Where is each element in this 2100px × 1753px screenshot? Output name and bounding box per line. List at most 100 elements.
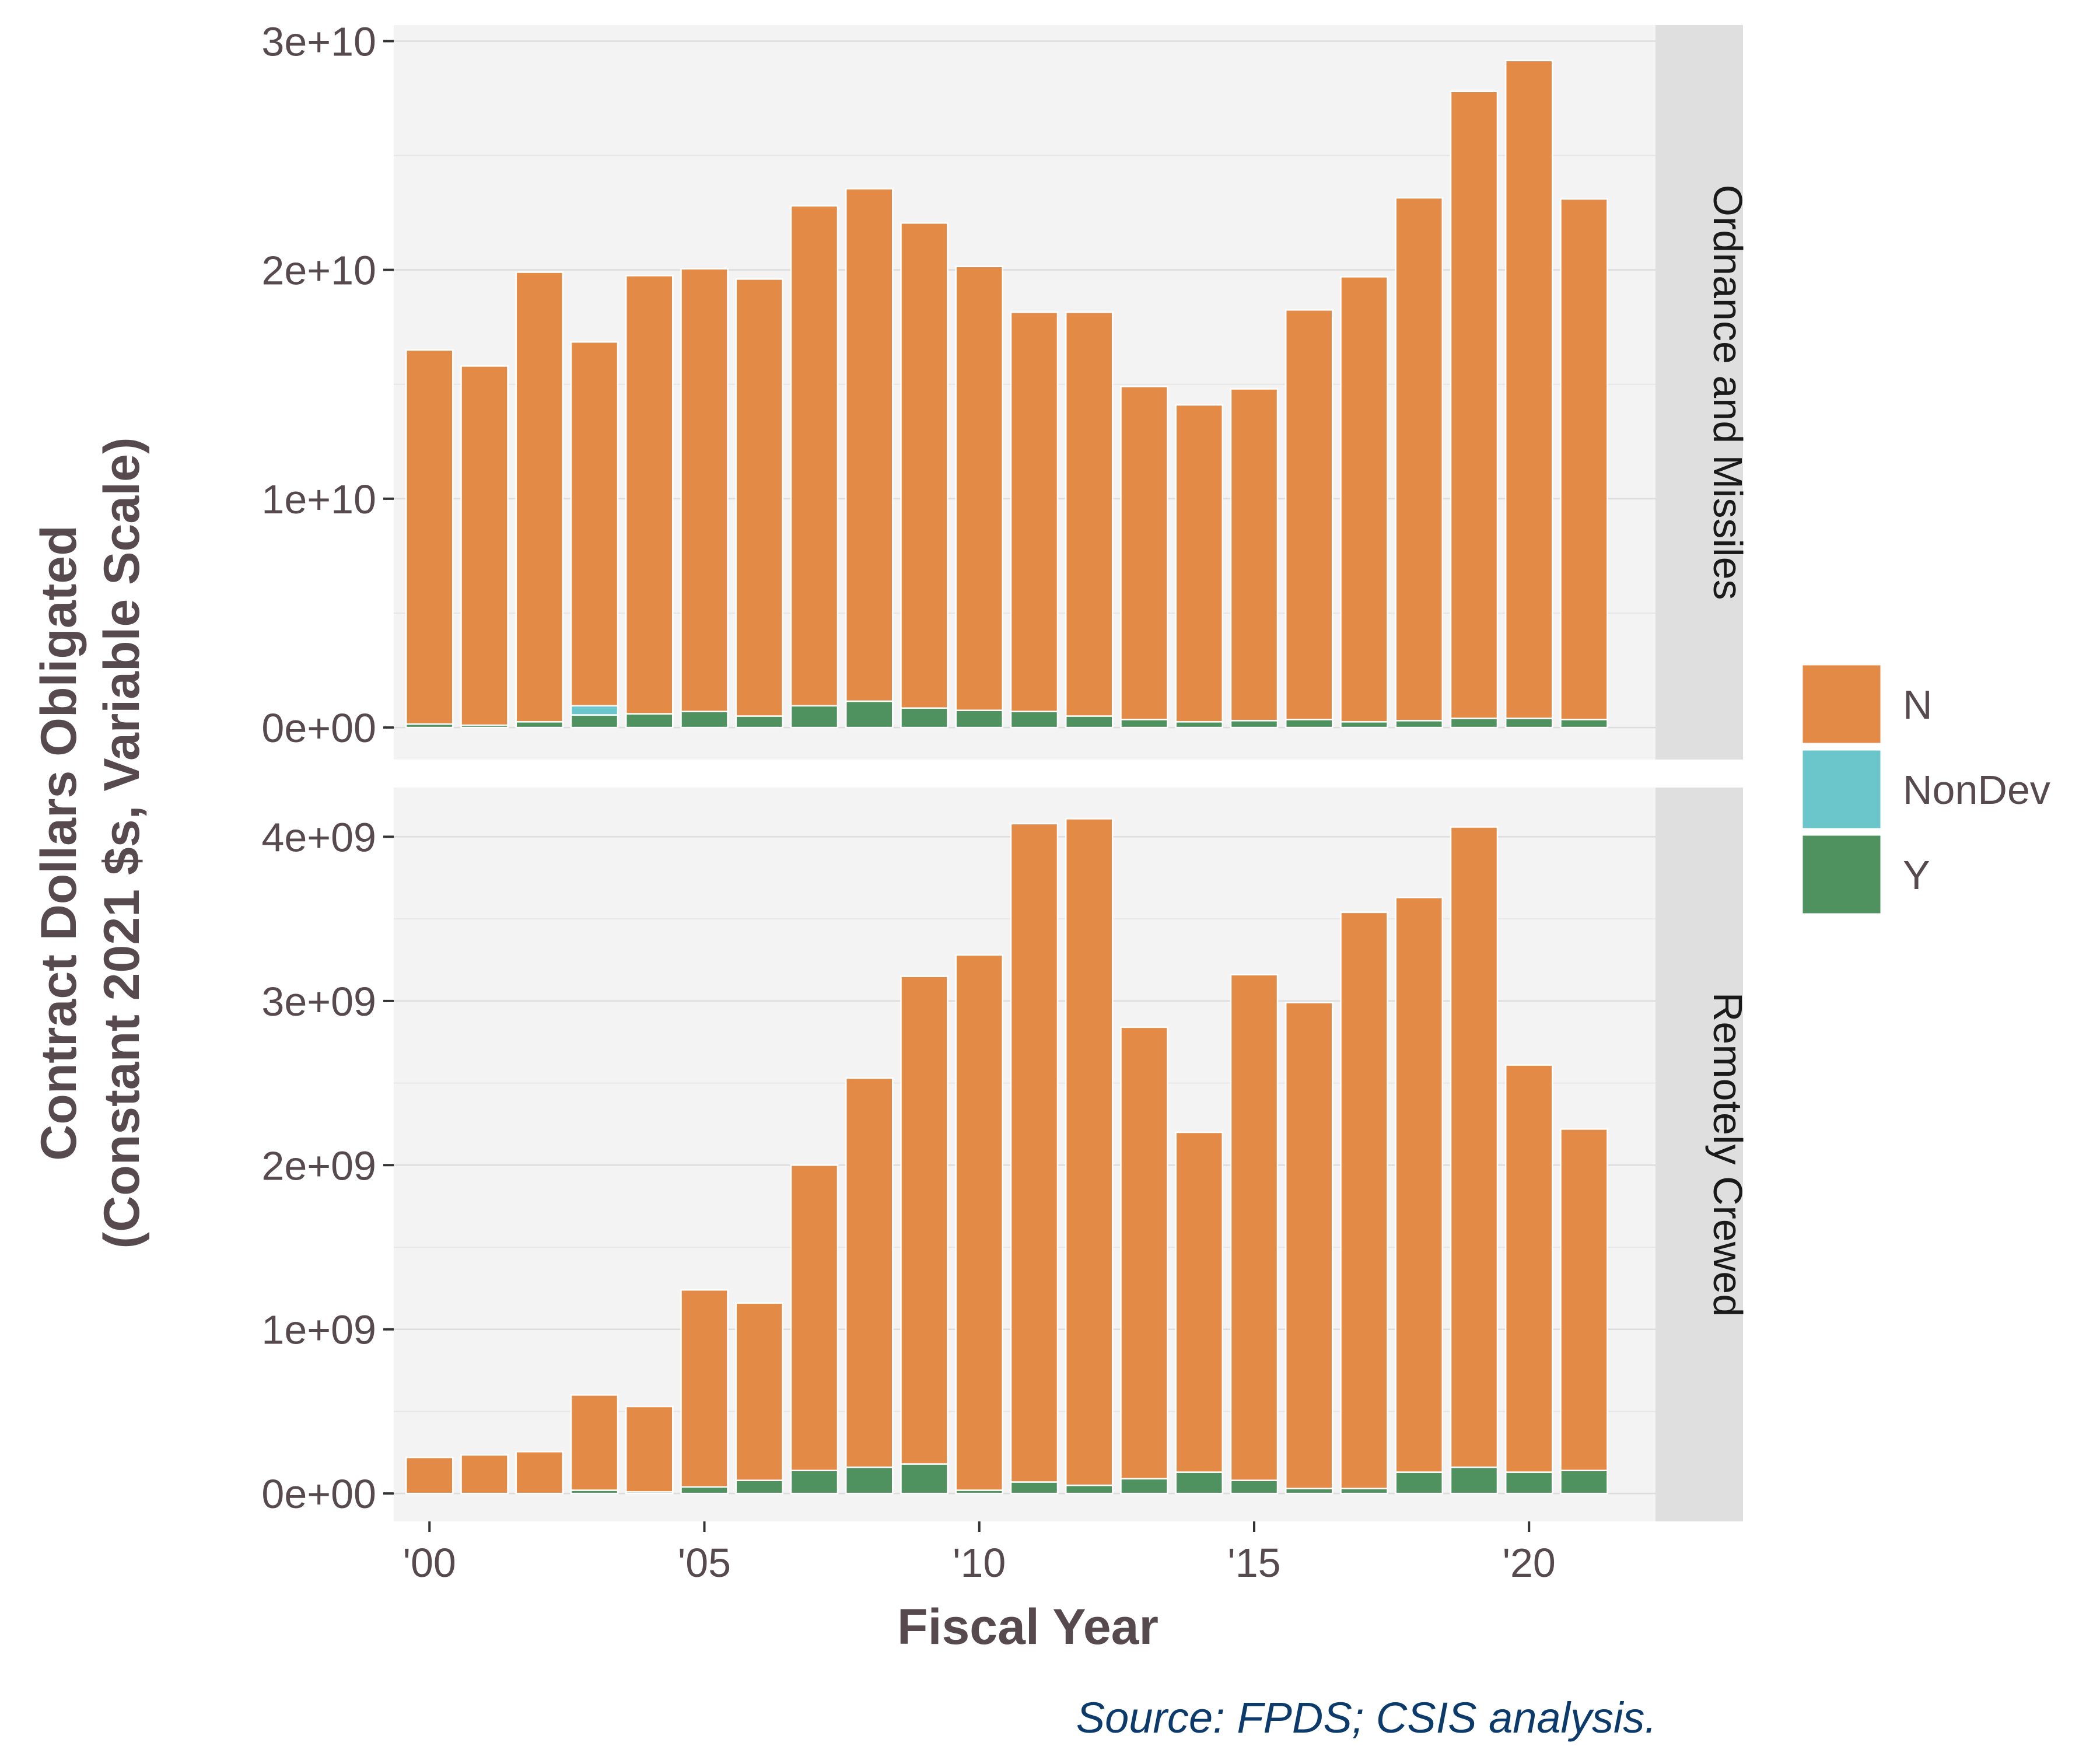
bar-segment-y (1065, 715, 1114, 729)
bar-segment-n (845, 188, 894, 702)
bar-segment-n (625, 1405, 674, 1493)
bar-segment-y (1120, 719, 1168, 729)
bar-segment-n (900, 222, 949, 709)
bar-segment-n (1284, 1002, 1334, 1489)
bar-segment-n (405, 349, 454, 725)
bar-segment-y (790, 1469, 839, 1495)
bar-segment-n (1120, 386, 1168, 720)
bar-segment-n (1230, 974, 1279, 1481)
bar-segment-n (955, 265, 1003, 711)
legend-label: Y (1903, 852, 1930, 898)
bar-segment-y (900, 707, 949, 729)
bar-segment-y (1504, 718, 1553, 729)
bar-segment-y (955, 709, 1003, 729)
bar-segment-y (790, 705, 839, 729)
bar-segment-y (1340, 1488, 1388, 1495)
bar-segment-n (405, 1456, 454, 1495)
bar-segment-y (1560, 1469, 1608, 1495)
panels-layer: 0e+00 1e+10 2e+10 3e+10 Ordnance and Missile… (261, 19, 1751, 1586)
bar-segment-y (1230, 720, 1279, 729)
bar-segment-y (1284, 1488, 1334, 1495)
x-tick-label: '20 (1503, 1540, 1556, 1586)
bar-segment-n (515, 1451, 564, 1495)
bar-segment-y (625, 713, 674, 729)
y-tick-label: 4e+09 (261, 814, 376, 860)
bar-segment-n (900, 975, 949, 1465)
bar-segment-n (460, 1454, 509, 1495)
y-tick-label: 1e+09 (261, 1307, 376, 1353)
bar-segment-y (1010, 711, 1059, 729)
legend: N NonDev Y (1800, 662, 2050, 916)
bar-segment-y (1230, 1479, 1279, 1495)
bar-segment-y (570, 714, 619, 729)
legend-swatch-nondev (1800, 747, 1884, 831)
x-tick-label: '05 (678, 1540, 731, 1586)
facet-strip (1656, 25, 1743, 760)
bar-segment-n (1340, 911, 1388, 1489)
bar-segment-y (1010, 1481, 1059, 1495)
bar-segment-n (1010, 311, 1059, 712)
bar-segment-n (460, 365, 509, 726)
bar-segment-n (735, 1302, 784, 1481)
bar-segment-n (1120, 1026, 1168, 1480)
y-tick-label: 0e+00 (261, 1471, 376, 1517)
y-tick-label: 2e+10 (261, 248, 376, 293)
bar-segment-y (735, 715, 784, 729)
bar-segment-y (1560, 719, 1608, 729)
bar-segment-n (1065, 311, 1114, 717)
facet-panel: 0e+00 1e+10 2e+10 3e+10 Ordnance and Missile… (261, 19, 1751, 760)
bar-segment-y (680, 711, 729, 729)
bar-segment-n (1284, 309, 1334, 720)
facet-strip-label: Ordnance and Missiles (1705, 185, 1751, 600)
bar-segment-n (570, 1394, 619, 1491)
bar-segment-n (1560, 198, 1608, 720)
bar-segment-n (735, 278, 784, 717)
bar-segment-n (1450, 826, 1499, 1468)
x-tick-label: '00 (403, 1540, 456, 1586)
bar-segment-n (1560, 1128, 1608, 1472)
bar-segment-y (1175, 1471, 1223, 1495)
bar-segment-y (1065, 1484, 1114, 1495)
x-tick-label: '10 (953, 1540, 1006, 1586)
facet-panel: 0e+00 1e+09 2e+09 3e+09 4e+09 Remotely Crewed (261, 788, 1751, 1521)
y-tick-label: 3e+10 (261, 19, 376, 64)
legend-swatch-y (1800, 832, 1884, 916)
bar-segment-n (625, 275, 674, 715)
bar-segment-n (1395, 897, 1443, 1473)
bar-segment-y (1450, 718, 1499, 729)
bar-segment-y (1395, 1471, 1443, 1495)
facet-strip-label: Remotely Crewed (1705, 992, 1751, 1317)
bar-segment-n (1340, 276, 1388, 723)
bar-segment-n (1504, 60, 1553, 719)
bar-segment-y (735, 1479, 784, 1495)
bar-segment-n (680, 1289, 729, 1488)
bar-segment-y (515, 721, 564, 729)
bar-segment-y (1175, 721, 1223, 729)
y-axis-title-line: (Constant 2021 $s, Variable Scale) (94, 438, 150, 1249)
bar-segment-y (1340, 721, 1388, 729)
bar-segment-n (1450, 90, 1499, 719)
bar-segment-n (680, 268, 729, 712)
legend-label: NonDev (1903, 767, 2050, 813)
y-tick-label: 3e+09 (261, 979, 376, 1024)
y-tick-label: 2e+09 (261, 1143, 376, 1188)
bar-segment-y (900, 1463, 949, 1495)
x-axis: '00 '05 '10 '15 '20 (403, 1521, 1556, 1586)
bar-segment-n (1395, 197, 1443, 722)
bar-segment-y (1395, 720, 1443, 729)
bar-segment-y (1284, 719, 1334, 729)
bar-segment-y (845, 700, 894, 729)
bar-segment-n (955, 954, 1003, 1491)
bar-segment-n (845, 1077, 894, 1468)
bar-segment-n (1065, 818, 1114, 1486)
bar-segment-y (1450, 1466, 1499, 1495)
bar-segment-n (1010, 823, 1059, 1483)
bar-segment-n (570, 341, 619, 707)
bar-segment-nondev (570, 705, 619, 716)
bar-segment-n (1175, 1131, 1223, 1473)
x-tick-label: '15 (1227, 1540, 1280, 1586)
bar-segment-n (515, 271, 564, 723)
y-tick-label: 0e+00 (261, 705, 376, 751)
